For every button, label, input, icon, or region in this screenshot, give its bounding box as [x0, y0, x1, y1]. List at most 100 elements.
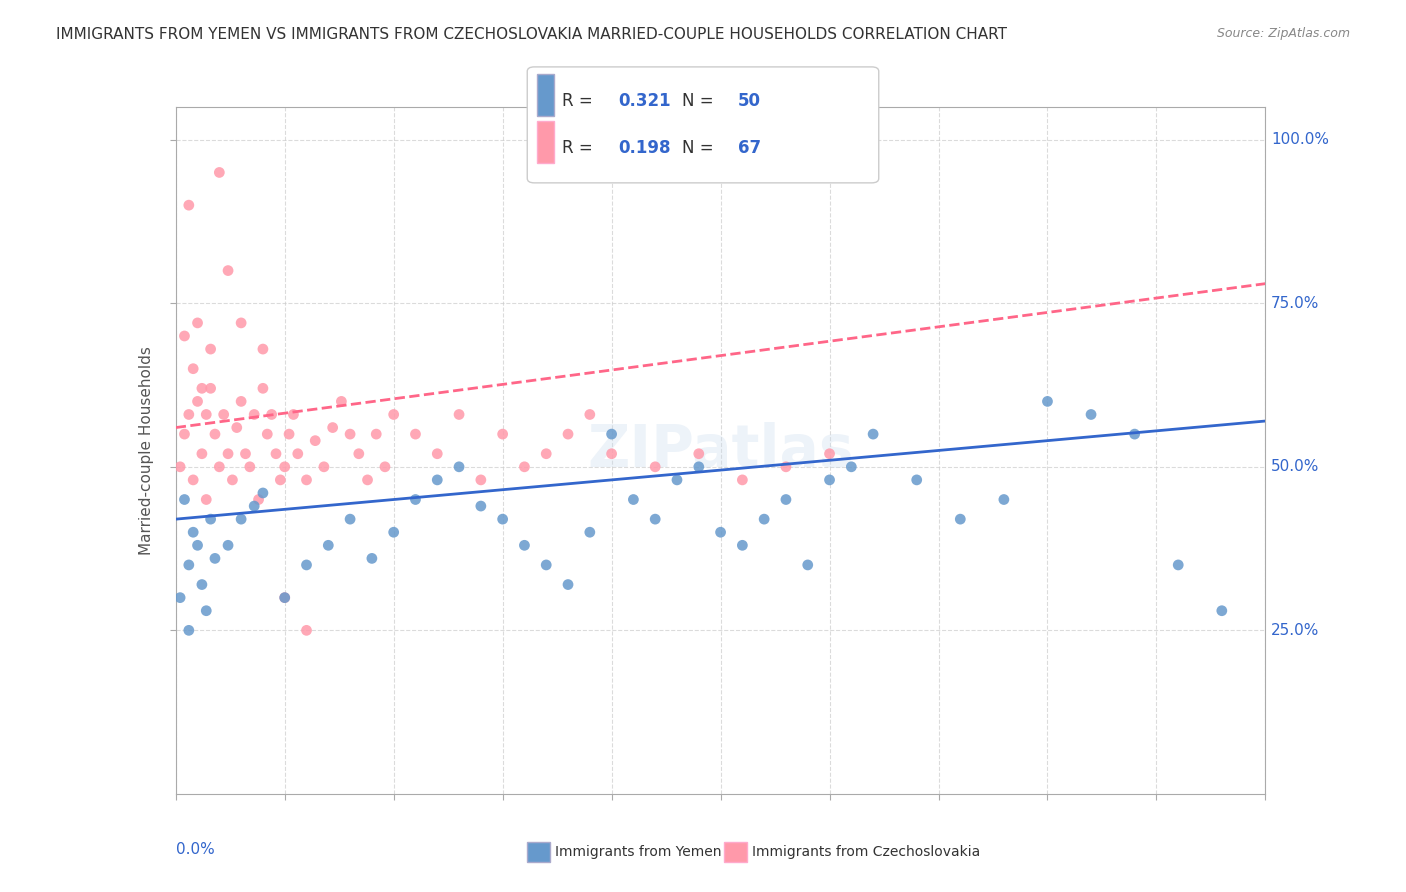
Point	[235, 447, 257, 461]
Point	[347, 447, 370, 461]
Text: 50: 50	[738, 93, 761, 111]
Point	[217, 538, 239, 552]
Text: 67: 67	[738, 139, 761, 157]
Point	[243, 499, 266, 513]
Point	[688, 447, 710, 461]
Point	[322, 420, 344, 434]
Point	[186, 394, 209, 409]
Point	[169, 459, 191, 474]
Point	[264, 447, 287, 461]
Point	[710, 525, 733, 540]
Point	[195, 604, 218, 618]
Point	[731, 538, 754, 552]
Point	[217, 447, 239, 461]
Point	[534, 558, 557, 572]
Point	[666, 473, 689, 487]
Text: 25.0%: 25.0%	[1271, 623, 1319, 638]
Point	[600, 427, 623, 442]
Point	[579, 408, 602, 422]
Point	[492, 512, 515, 526]
Point	[247, 492, 270, 507]
Text: 50.0%: 50.0%	[1271, 459, 1319, 475]
Point	[283, 408, 305, 422]
Point	[173, 329, 195, 343]
Point	[557, 577, 579, 591]
Point	[212, 408, 235, 422]
Point	[318, 538, 340, 552]
Point	[644, 512, 666, 526]
Point	[1211, 604, 1233, 618]
Point	[644, 459, 666, 474]
Point	[177, 408, 200, 422]
Point	[204, 551, 226, 566]
Point	[217, 263, 239, 277]
Point	[177, 624, 200, 638]
Point	[382, 525, 405, 540]
Point	[191, 381, 214, 395]
Point	[295, 558, 318, 572]
Point	[426, 473, 449, 487]
Point	[200, 381, 222, 395]
Text: 0.321: 0.321	[619, 93, 671, 111]
Point	[775, 492, 797, 507]
Point	[231, 316, 253, 330]
Point	[1167, 558, 1189, 572]
Point	[208, 459, 231, 474]
Point	[405, 492, 427, 507]
Point	[688, 459, 710, 474]
Text: N =: N =	[682, 139, 718, 157]
Point	[1080, 408, 1102, 422]
Point	[231, 512, 253, 526]
Point	[841, 459, 863, 474]
Point	[252, 381, 274, 395]
Text: Source: ZipAtlas.com: Source: ZipAtlas.com	[1216, 27, 1350, 40]
Point	[731, 473, 754, 487]
Text: Immigrants from Czechoslovakia: Immigrants from Czechoslovakia	[752, 845, 980, 859]
Point	[330, 394, 353, 409]
Point	[231, 394, 253, 409]
Point	[304, 434, 326, 448]
Point	[274, 459, 297, 474]
Text: R =: R =	[562, 139, 599, 157]
Point	[405, 427, 427, 442]
Point	[356, 473, 378, 487]
Point	[195, 492, 218, 507]
Text: 0.198: 0.198	[619, 139, 671, 157]
Text: 75.0%: 75.0%	[1271, 296, 1319, 310]
Point	[169, 591, 191, 605]
Point	[243, 408, 266, 422]
Text: R =: R =	[562, 93, 599, 111]
Point	[260, 408, 283, 422]
Point	[905, 473, 928, 487]
Point	[177, 558, 200, 572]
Point	[252, 486, 274, 500]
Point	[181, 361, 204, 376]
Point	[191, 577, 214, 591]
Point	[513, 538, 536, 552]
Point	[862, 427, 884, 442]
Point	[269, 473, 291, 487]
Point	[366, 427, 388, 442]
Point	[312, 459, 335, 474]
Point	[621, 492, 644, 507]
Point	[239, 459, 262, 474]
Point	[173, 492, 195, 507]
Point	[191, 447, 214, 461]
Text: N =: N =	[682, 93, 718, 111]
Point	[252, 342, 274, 356]
Point	[470, 473, 492, 487]
Point	[177, 198, 200, 212]
Point	[208, 165, 231, 179]
Point	[470, 499, 492, 513]
Point	[225, 420, 247, 434]
Point	[426, 447, 449, 461]
Text: IMMIGRANTS FROM YEMEN VS IMMIGRANTS FROM CZECHOSLOVAKIA MARRIED-COUPLE HOUSEHOLD: IMMIGRANTS FROM YEMEN VS IMMIGRANTS FROM…	[56, 27, 1007, 42]
Point	[221, 473, 243, 487]
Point	[374, 459, 396, 474]
Point	[200, 342, 222, 356]
Point	[274, 591, 297, 605]
Point	[278, 427, 301, 442]
Text: 0.0%: 0.0%	[176, 842, 215, 857]
Point	[949, 512, 972, 526]
Point	[492, 427, 515, 442]
